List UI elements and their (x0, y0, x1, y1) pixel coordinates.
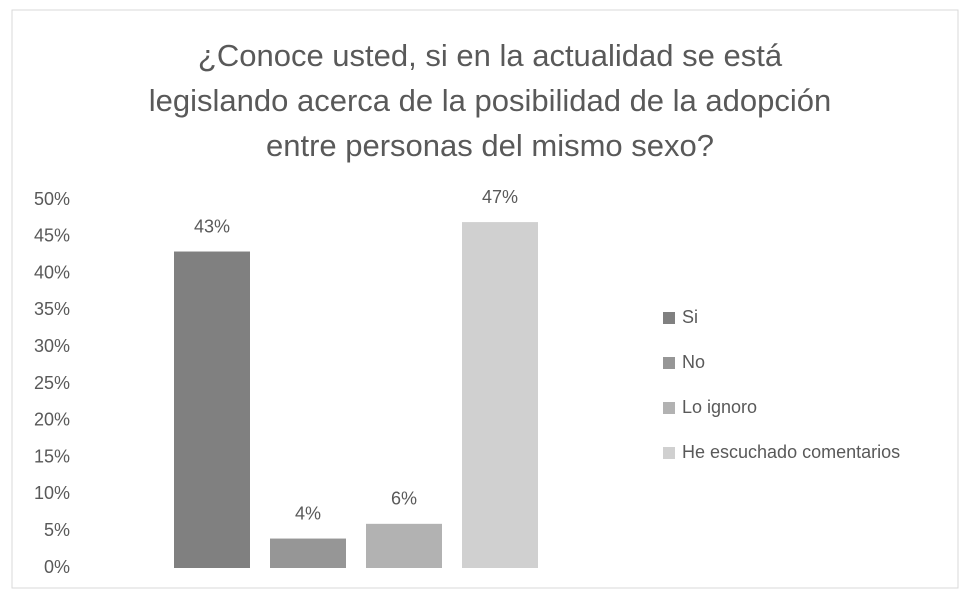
bar (366, 523, 442, 568)
bar (174, 251, 250, 568)
legend-swatch (663, 402, 675, 414)
legend-swatch (663, 447, 675, 459)
data-label: 4% (295, 503, 321, 523)
y-tick-label: 10% (34, 483, 70, 503)
legend-swatch (663, 312, 675, 324)
legend-swatch (663, 357, 675, 369)
legend-label: Si (682, 307, 698, 327)
data-label: 43% (194, 216, 230, 236)
data-label: 6% (391, 489, 417, 509)
chart-title: entre personas del mismo sexo? (266, 128, 714, 163)
legend-label: Lo ignoro (682, 397, 757, 417)
legend-label: No (682, 352, 705, 372)
y-tick-label: 15% (34, 446, 70, 466)
y-tick-label: 25% (34, 373, 70, 393)
bar (270, 538, 346, 568)
chart-title: ¿Conoce usted, si en la actualidad se es… (198, 38, 783, 73)
y-tick-label: 0% (44, 557, 70, 577)
y-tick-label: 35% (34, 299, 70, 319)
y-tick-label: 20% (34, 410, 70, 430)
y-tick-label: 40% (34, 262, 70, 282)
y-tick-label: 5% (44, 520, 70, 540)
legend-label: He escuchado comentarios (682, 442, 900, 462)
data-label: 47% (482, 187, 518, 207)
y-tick-label: 30% (34, 336, 70, 356)
y-tick-label: 50% (34, 189, 70, 209)
chart-title: legislando acerca de la posibilidad de l… (149, 83, 831, 118)
bar (462, 222, 538, 568)
y-tick-label: 45% (34, 226, 70, 246)
